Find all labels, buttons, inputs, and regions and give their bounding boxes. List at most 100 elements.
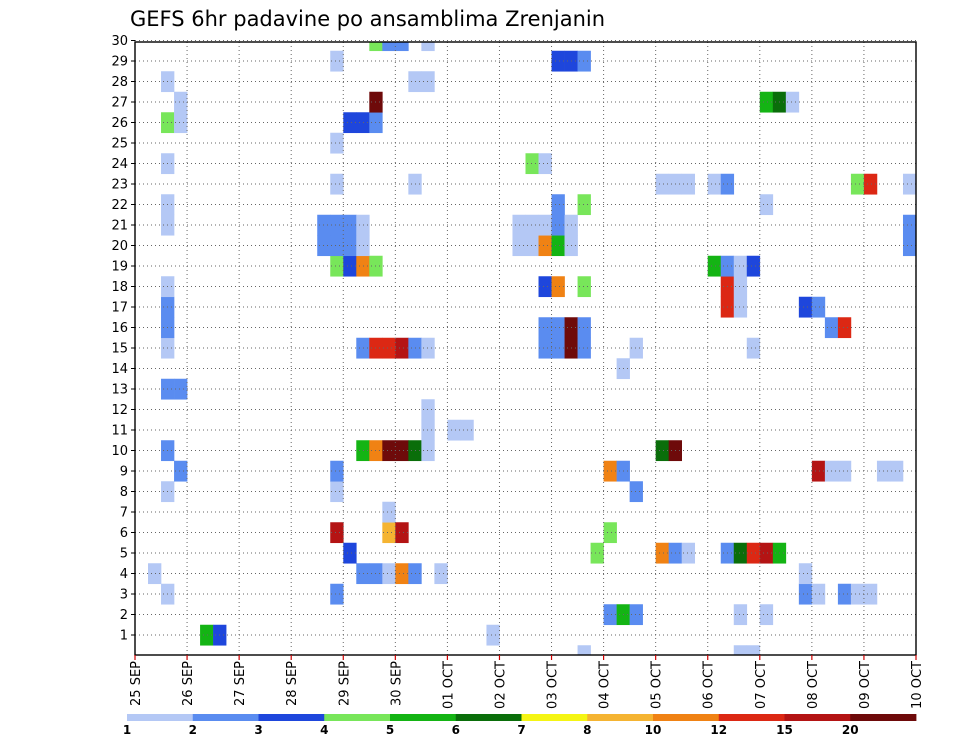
- x-axis-ticks: 25 SEP 26 SEP 27 SEP 28 SEP 29 SEP 30 SEP 01 O…: [129, 655, 925, 709]
- precip-cell: [538, 337, 552, 359]
- precip-cell: [902, 214, 916, 236]
- y-tick-label: 12: [111, 403, 128, 418]
- precip-cell: [551, 276, 565, 298]
- precip-cell: [421, 419, 435, 441]
- precip-cell: [577, 337, 591, 359]
- precip-cell: [603, 522, 617, 544]
- colorbar-label: 8: [583, 723, 591, 737]
- precip-cell: [798, 296, 813, 318]
- precip-cell: [330, 50, 344, 72]
- precip-cell: [395, 440, 409, 462]
- precip-cell: [811, 460, 826, 482]
- precip-cell: [382, 522, 396, 544]
- y-tick-label: 3: [120, 588, 128, 603]
- precip-cell: [330, 583, 344, 605]
- y-axis-ticks: 1234567891011121314151617181920212223242…: [111, 34, 135, 644]
- precip-cell: [551, 214, 565, 236]
- x-tick-label: 07 OCT: [754, 661, 769, 709]
- y-tick-label: 24: [111, 157, 128, 172]
- precip-cell: [733, 645, 748, 655]
- precip-cell: [746, 542, 761, 564]
- precip-cell: [551, 194, 565, 216]
- y-tick-label: 4: [120, 567, 128, 582]
- x-tick-label: 08 OCT: [806, 661, 821, 709]
- precip-cell: [421, 440, 435, 462]
- colorbar-segment: [258, 714, 325, 721]
- precip-cell: [382, 501, 396, 523]
- precip-cell: [837, 583, 852, 605]
- colorbar-segment: [521, 714, 588, 721]
- colorbar-label: 2: [189, 723, 197, 737]
- colorbar-segment: [324, 714, 391, 721]
- precip-cell: [395, 522, 409, 544]
- precip-cell: [863, 583, 878, 605]
- precip-cell: [577, 317, 591, 339]
- precip-cell: [369, 42, 383, 52]
- precip-cell: [733, 296, 748, 318]
- colorbar-segment: [455, 714, 522, 721]
- x-tick-label: 27 SEP: [233, 661, 248, 706]
- precip-cell: [538, 235, 552, 257]
- y-tick-label: 1: [120, 629, 128, 644]
- colorbar: 1 2 3 4 5 6 7 8 10 12 15 20: [123, 714, 917, 737]
- y-tick-label: 13: [111, 383, 128, 398]
- precip-cell: [382, 337, 396, 359]
- y-tick-label: 22: [111, 198, 128, 213]
- y-tick-label: 27: [111, 96, 128, 111]
- y-tick-label: 11: [111, 424, 128, 439]
- precip-cell: [525, 153, 539, 175]
- precip-cell: [759, 91, 774, 113]
- y-tick-label: 14: [111, 362, 128, 377]
- precip-cell: [525, 235, 539, 257]
- precip-cell: [356, 235, 370, 257]
- precip-cell: [629, 481, 643, 503]
- precip-cell: [551, 50, 565, 72]
- precip-cell: [889, 460, 904, 482]
- precip-cell: [525, 214, 539, 236]
- precip-cell: [538, 276, 552, 298]
- colorbar-label: 4: [320, 723, 328, 737]
- precip-cell: [707, 255, 722, 277]
- precip-cell: [148, 563, 162, 585]
- precip-cell: [681, 542, 696, 564]
- precip-cell: [759, 194, 774, 216]
- x-tick-label: 04 OCT: [598, 661, 613, 709]
- precip-cell: [746, 255, 761, 277]
- colorbar-label: 5: [386, 723, 394, 737]
- x-tick-label: 25 SEP: [129, 661, 144, 706]
- y-tick-label: 28: [111, 75, 128, 90]
- x-tick-label: 09 OCT: [858, 661, 873, 709]
- precip-cell: [850, 583, 865, 605]
- precip-cell: [577, 50, 591, 72]
- precip-cell: [330, 522, 344, 544]
- precip-cell: [434, 563, 448, 585]
- precip-cell: [916, 276, 929, 297]
- precipitation-cells: [135, 42, 929, 655]
- y-tick-label: 8: [120, 485, 128, 500]
- precip-cell: [590, 542, 604, 564]
- precip-cell: [174, 460, 188, 482]
- precip-cell: [733, 255, 748, 277]
- y-tick-label: 23: [111, 178, 128, 193]
- precip-cell: [811, 583, 826, 605]
- y-tick-label: 9: [120, 465, 128, 480]
- precip-cell: [746, 645, 761, 655]
- precip-cell: [538, 214, 552, 236]
- x-tick-label: 02 OCT: [493, 661, 508, 709]
- y-tick-label: 2: [120, 608, 128, 623]
- precip-cell: [707, 173, 722, 195]
- precip-cell: [343, 112, 357, 134]
- precip-cell: [603, 604, 617, 626]
- precip-cell: [200, 624, 214, 646]
- colorbar-label: 6: [452, 723, 460, 737]
- precip-cell: [759, 542, 774, 564]
- precip-cell: [850, 173, 865, 195]
- precip-cell: [863, 173, 878, 195]
- precip-cell: [551, 317, 565, 339]
- precip-cell: [811, 296, 826, 318]
- x-tick-label: 30 SEP: [389, 661, 404, 706]
- precip-cell: [330, 214, 344, 236]
- precip-cell: [655, 173, 669, 195]
- precip-cell: [577, 194, 591, 216]
- x-tick-label: 28 SEP: [285, 661, 300, 706]
